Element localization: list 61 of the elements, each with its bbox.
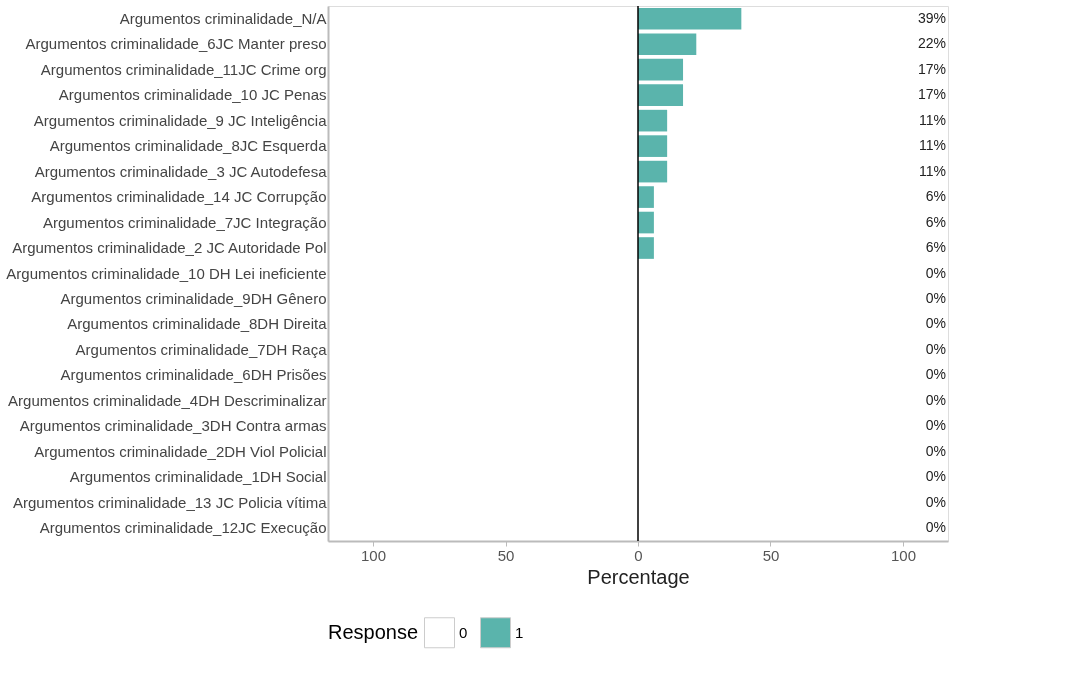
bar	[638, 160, 668, 183]
data-label: 6%	[925, 213, 946, 230]
legend-label: 1	[515, 623, 524, 641]
data-label: 0%	[925, 468, 946, 485]
data-label: 11%	[919, 137, 946, 154]
bar	[638, 186, 654, 208]
y-tick-label: Argumentos criminalidade_N/A	[119, 9, 327, 27]
data-label: 11%	[919, 162, 946, 179]
y-tick-label: Argumentos criminalidade_9 JC Inteligência	[33, 111, 328, 129]
y-tick-label: Argumentos criminalidade_3 JC Autodefesa	[34, 162, 328, 180]
y-tick-label: Argumentos criminalidade_9DH Gênero	[60, 289, 327, 307]
data-label: 11%	[919, 111, 946, 128]
y-tick-label: Argumentos criminalidade_4DH Descriminalizar	[8, 391, 327, 409]
x-tick-label: 50	[762, 546, 780, 564]
data-label: 22%	[917, 35, 946, 52]
bar	[638, 58, 684, 81]
data-label: 0%	[925, 417, 946, 434]
y-tick-label: Argumentos criminalidade_6DH Prisões	[60, 366, 327, 384]
data-label: 0%	[925, 519, 946, 536]
data-label: 0%	[925, 340, 946, 357]
x-tick-label: 0	[634, 546, 643, 564]
y-tick-label: Argumentos criminalidade_2DH Viol Policial	[34, 442, 327, 460]
bar	[638, 237, 654, 259]
y-tick-label: Argumentos criminalidade_1DH Social	[69, 468, 327, 486]
x-tick-label: 50	[497, 546, 515, 564]
y-tick-label: Argumentos criminalidade_3DH Contra armas	[19, 417, 327, 435]
bar	[638, 135, 668, 157]
x-tick-label: 100	[890, 546, 916, 564]
data-label: 39%	[917, 9, 946, 26]
y-tick-label: Argumentos criminalidade_14 JC Corrupção	[31, 188, 327, 206]
bar	[638, 109, 668, 132]
data-label: 6%	[925, 188, 946, 205]
data-label: 0%	[925, 366, 946, 383]
legend-label: 0	[459, 623, 468, 641]
x-axis-title: Percentage	[587, 565, 690, 588]
data-label: 17%	[917, 60, 946, 77]
bar	[638, 211, 654, 234]
y-tick-label: Argumentos criminalidade_8JC Esquerda	[49, 137, 328, 155]
data-label: 0%	[925, 493, 946, 510]
y-tick-label: Argumentos criminalidade_10 DH Lei ineficiente	[6, 264, 327, 282]
y-tick-label: Argumentos criminalidade_13 JC Policia vítima	[13, 493, 328, 511]
y-tick-label: Argumentos criminalidade_11JC Crime org	[40, 60, 327, 78]
data-label: 0%	[925, 315, 946, 332]
data-label: 0%	[925, 264, 946, 281]
y-tick-label: Argumentos criminalidade_6JC Manter preso	[25, 35, 327, 53]
y-tick-label: Argumentos criminalidade_2 JC Autoridade Pol	[12, 239, 327, 257]
data-label: 0%	[925, 391, 946, 408]
bar	[638, 33, 697, 56]
bar	[638, 84, 684, 106]
y-tick-label: Argumentos criminalidade_7JC Integração	[43, 213, 327, 231]
x-tick-label: 100	[361, 546, 387, 564]
data-label: 0%	[925, 289, 946, 306]
data-label: 17%	[917, 86, 946, 103]
y-tick-label: Argumentos criminalidade_12JC Execução	[39, 519, 327, 537]
data-label: 6%	[925, 239, 946, 256]
legend-title: Response	[328, 621, 419, 643]
y-tick-label: Argumentos criminalidade_10 JC Penas	[58, 86, 327, 104]
data-label: 0%	[925, 442, 946, 459]
y-tick-label: Argumentos criminalidade_8DH Direita	[67, 315, 328, 333]
y-tick-label: Argumentos criminalidade_7DH Raça	[75, 340, 328, 358]
bar	[638, 7, 742, 30]
